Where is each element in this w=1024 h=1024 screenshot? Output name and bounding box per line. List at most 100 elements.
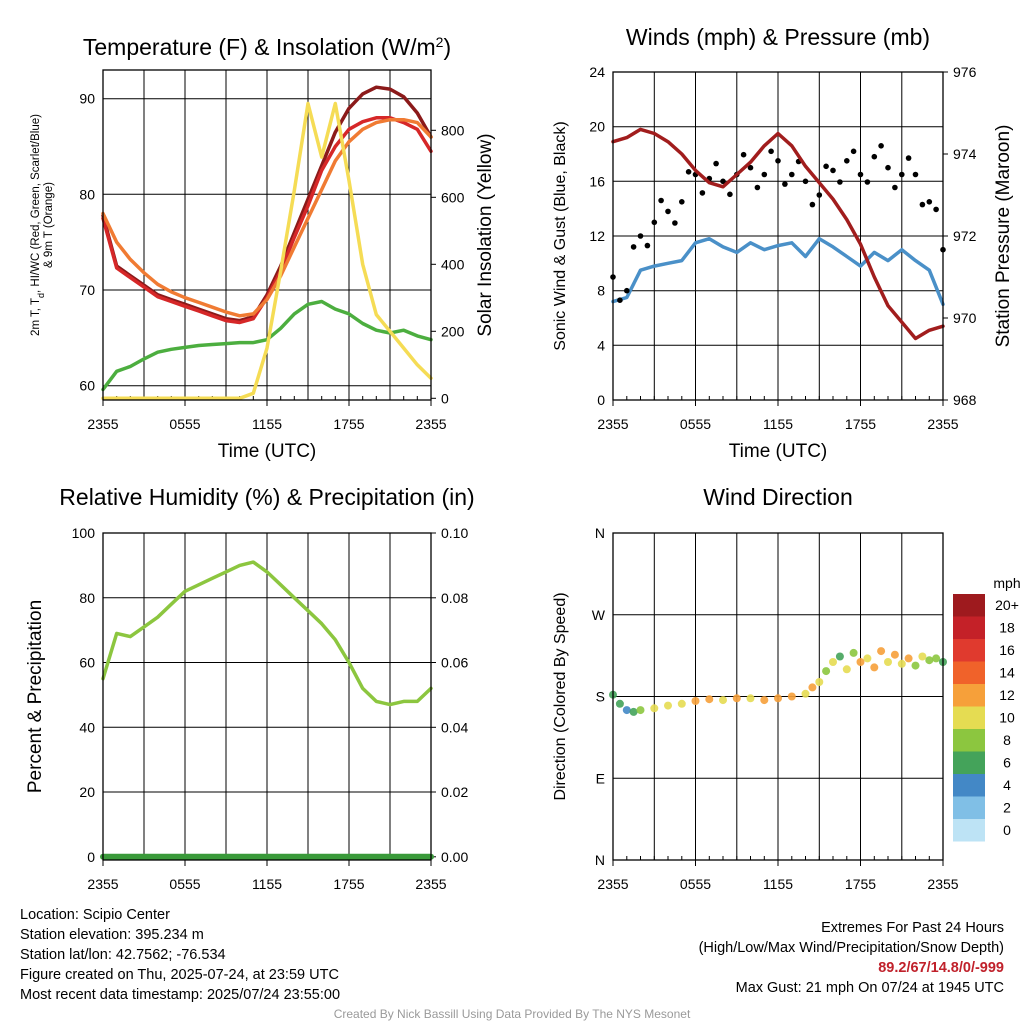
credit-line: Created By Nick Bassill Using Data Provi… — [333, 1007, 691, 1021]
x-tick-label: 0555 — [680, 876, 711, 892]
gust-point — [830, 167, 836, 174]
direction-point — [629, 707, 638, 716]
y-right-tick-label: 400 — [441, 256, 465, 272]
colorbar-swatch — [953, 661, 985, 684]
wind-speed-colorbar: mph 20+ 18 16 14 12 10 8 6 4 2 0 — [953, 575, 1021, 842]
direction-point — [925, 656, 934, 665]
gust-point — [837, 179, 843, 185]
gust-point — [617, 297, 623, 304]
colorbar-label: 10 — [999, 710, 1015, 726]
x-tick-label: 2355 — [597, 416, 628, 432]
x-tick-label: 0555 — [169, 416, 200, 432]
y-axis-label: Direction (Colored By Speed) — [552, 592, 569, 800]
direction-point — [636, 706, 645, 715]
y-tick-label: E — [596, 770, 605, 786]
direction-point — [650, 704, 659, 713]
humidity-precipitation-panel: 0 20 40 60 80 100 0.00 0.02 0.04 0.06 0.08 0.10 2355… — [25, 484, 475, 892]
gust-point — [630, 244, 637, 250]
colorbar-label: 2 — [1003, 800, 1011, 816]
colorbar-label: 16 — [999, 642, 1015, 658]
x-tick-label: 2355 — [415, 416, 446, 432]
direction-point — [877, 647, 886, 656]
y-axis-label-line2: & 9m T (Orange) — [43, 182, 55, 268]
gust-point — [720, 178, 726, 185]
plot-frame — [612, 532, 944, 861]
direction-point — [829, 658, 837, 666]
x-axis-label: Time (UTC) — [729, 441, 828, 462]
direction-point — [890, 650, 899, 659]
gust-point — [761, 171, 768, 178]
gust-point — [679, 199, 685, 205]
direction-point — [870, 663, 879, 672]
y-right-tick-label: 976 — [953, 64, 977, 80]
colorbar-swatch — [953, 729, 985, 752]
x-tick-label: 2355 — [927, 416, 958, 432]
plot-frame — [102, 532, 432, 861]
colorbar-swatch — [953, 706, 985, 729]
y-right-tick-label: 0.02 — [441, 784, 468, 800]
y-tick-label: N — [595, 525, 605, 541]
y-tick-label: 8 — [597, 283, 605, 299]
chart-title: Winds (mph) & Pressure (mb) — [626, 24, 930, 50]
y-tick-label: 40 — [79, 719, 95, 735]
x-tick-label: 1755 — [333, 876, 364, 892]
colorbar-label: 12 — [999, 687, 1015, 703]
colorbar-label: 4 — [1003, 777, 1011, 793]
max-gust: Max Gust: 21 mph On 07/24 at 1945 UTC — [735, 980, 1004, 996]
x-tick-label: 1155 — [763, 876, 793, 892]
gust-point — [624, 287, 630, 294]
direction-point — [835, 652, 844, 661]
x-tick-label: 1755 — [845, 416, 876, 432]
station-info: Location: Scipio Center Station elevatio… — [20, 905, 340, 1005]
gust-point — [672, 220, 678, 226]
gust-point — [775, 158, 781, 164]
gust-point — [754, 184, 761, 191]
colorbar-swatch — [953, 684, 985, 707]
direction-point — [746, 694, 755, 703]
chart-title: Wind Direction — [703, 484, 853, 510]
y-tick-label: 24 — [589, 64, 605, 80]
y-tick-label: 90 — [79, 91, 95, 107]
direction-point — [808, 683, 817, 692]
winds-pressure-panel: 0 4 8 12 16 20 24 968 970 972 974 976 2355 0555 1155 17… — [552, 24, 1014, 462]
series-line-sonic-wind — [611, 236, 945, 307]
gust-point — [850, 148, 857, 155]
gust-point — [857, 171, 864, 178]
direction-point — [856, 658, 865, 666]
y-right-tick-label: 0.04 — [441, 719, 468, 735]
gust-point — [878, 143, 884, 149]
gust-point — [844, 158, 850, 164]
gust-point — [905, 155, 912, 161]
colorbar-label: 8 — [1003, 732, 1011, 748]
plot-frame — [612, 71, 944, 401]
y-right-tick-label: 800 — [441, 122, 465, 138]
x-tick-label: 2355 — [927, 876, 958, 892]
direction-point — [622, 706, 631, 715]
direction-point — [732, 694, 741, 703]
gust-point — [685, 169, 692, 175]
direction-point — [822, 667, 831, 676]
colorbar-label: 20+ — [995, 597, 1019, 613]
y-tick-label: 12 — [589, 228, 605, 244]
chart-title: Relative Humidity (%) & Precipitation (i… — [59, 484, 474, 510]
series-line-solar — [101, 101, 433, 401]
colorbar-swatch — [953, 819, 985, 842]
series-line-pressure — [611, 127, 945, 341]
gust-point — [871, 153, 878, 160]
direction-point — [904, 654, 913, 663]
gust-point — [802, 178, 809, 185]
y-right-tick-label: 0 — [441, 390, 449, 406]
direction-point — [801, 689, 810, 698]
direction-point — [677, 699, 686, 708]
series-line-rh — [101, 560, 433, 707]
y-tick-label: 80 — [79, 590, 95, 606]
y-tick-label: 0 — [87, 849, 95, 865]
colorbar-swatch — [953, 796, 985, 819]
y-right-tick-label: 974 — [953, 146, 977, 162]
y-tick-label: 0 — [597, 392, 605, 408]
y-tick-label: 60 — [79, 655, 95, 671]
colorbar-label: 0 — [1003, 822, 1011, 838]
y-right-tick-label: 0.06 — [441, 655, 468, 671]
x-tick-label: 2355 — [597, 876, 628, 892]
